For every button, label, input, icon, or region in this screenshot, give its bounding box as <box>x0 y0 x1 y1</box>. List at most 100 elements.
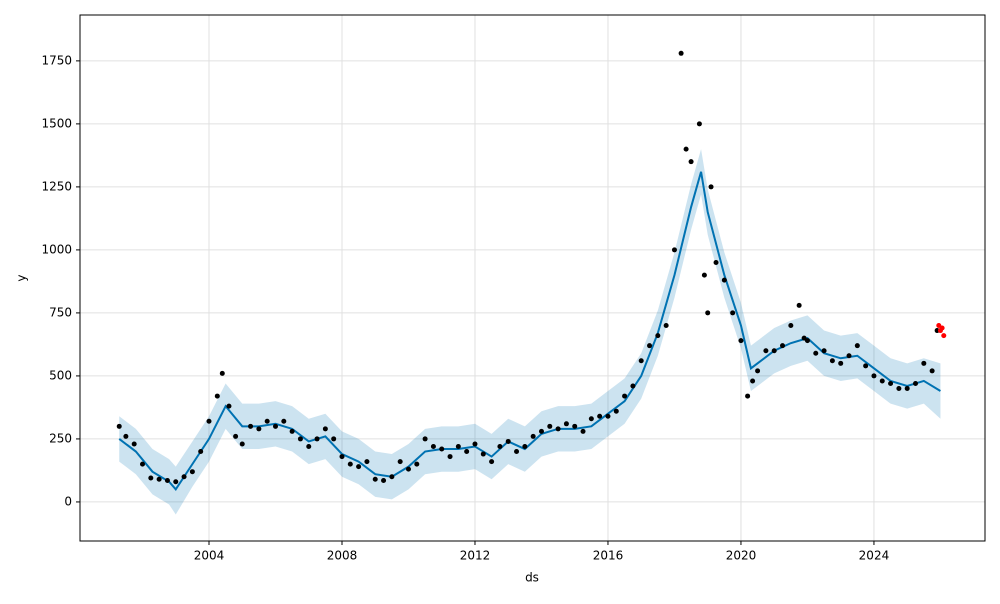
data-point <box>123 433 129 439</box>
data-point <box>489 459 495 465</box>
y-tick-label: 1750 <box>41 53 72 67</box>
data-point <box>381 478 387 484</box>
data-point <box>763 348 769 354</box>
data-point <box>813 350 819 356</box>
data-point <box>829 358 835 364</box>
x-tick-label: 2004 <box>194 549 225 563</box>
data-point <box>647 343 653 349</box>
data-point <box>505 438 511 444</box>
data-point <box>239 441 245 447</box>
data-point <box>233 433 239 439</box>
data-point <box>472 441 478 447</box>
data-point <box>630 383 636 389</box>
x-axis-label: ds <box>525 571 539 585</box>
data-point <box>116 423 122 429</box>
data-point <box>555 426 561 432</box>
y-axis-label: y <box>15 274 29 281</box>
data-point <box>688 159 694 165</box>
data-point <box>530 433 536 439</box>
data-point <box>322 426 328 432</box>
data-point <box>547 423 553 429</box>
y-tick-label: 500 <box>49 368 72 382</box>
data-point <box>480 451 486 457</box>
data-point <box>713 259 719 265</box>
data-point <box>131 441 137 447</box>
data-point <box>364 459 370 465</box>
data-point <box>821 348 827 354</box>
data-point <box>347 461 353 467</box>
x-tick-label: 2020 <box>726 549 757 563</box>
data-point <box>879 378 885 384</box>
data-point <box>164 478 170 484</box>
data-point <box>306 443 312 449</box>
data-point <box>206 418 212 424</box>
data-point <box>755 368 761 374</box>
y-tick-label: 1000 <box>41 242 72 256</box>
data-point <box>913 380 919 386</box>
y-tick-label: 0 <box>64 494 72 508</box>
data-point <box>771 348 777 354</box>
data-point <box>663 323 669 329</box>
data-point <box>514 449 520 455</box>
y-tick-label: 750 <box>49 305 72 319</box>
data-point <box>538 428 544 434</box>
data-point <box>314 436 320 442</box>
data-point <box>219 370 225 376</box>
x-tick-label: 2012 <box>460 549 491 563</box>
data-point <box>198 449 204 455</box>
data-point <box>929 368 935 374</box>
data-point <box>414 461 420 467</box>
data-point <box>181 474 187 480</box>
x-tick-label: 2024 <box>859 549 890 563</box>
data-point <box>389 474 395 480</box>
data-point <box>140 461 146 467</box>
data-point <box>580 428 586 434</box>
data-point <box>497 443 503 449</box>
data-point <box>622 393 628 399</box>
data-point <box>173 479 179 485</box>
data-point <box>372 476 378 482</box>
data-point <box>226 403 232 409</box>
data-point <box>189 469 195 475</box>
data-point <box>738 338 744 344</box>
data-point <box>838 360 844 366</box>
data-point <box>447 454 453 460</box>
data-point <box>356 464 362 470</box>
data-point <box>708 184 714 190</box>
data-point <box>941 333 947 339</box>
data-point <box>572 423 578 429</box>
data-point <box>464 449 470 455</box>
data-point <box>939 325 945 331</box>
data-point <box>214 393 220 399</box>
data-point <box>788 323 794 329</box>
data-point <box>422 436 428 442</box>
data-point <box>896 386 902 392</box>
data-point <box>638 358 644 364</box>
data-point <box>921 360 927 366</box>
data-point <box>871 373 877 379</box>
data-point <box>331 436 337 442</box>
data-point <box>156 476 162 482</box>
data-point <box>605 413 611 419</box>
x-tick-label: 2016 <box>593 549 624 563</box>
data-point <box>904 386 910 392</box>
x-tick-label: 2008 <box>327 549 358 563</box>
data-point <box>289 428 295 434</box>
data-point <box>705 310 711 316</box>
data-point <box>613 408 619 414</box>
data-point <box>854 343 860 349</box>
uncertainty-band <box>119 149 941 515</box>
forecast-line <box>118 171 941 491</box>
y-tick-label: 250 <box>49 431 72 445</box>
data-point <box>339 454 345 460</box>
data-point <box>281 418 287 424</box>
data-point <box>272 423 278 429</box>
data-point <box>256 426 262 432</box>
data-point <box>683 146 689 152</box>
data-point <box>297 436 303 442</box>
plot-frame <box>79 14 986 542</box>
y-tick-label: 1250 <box>41 179 72 193</box>
data-point <box>439 446 445 452</box>
data-point <box>796 302 802 308</box>
